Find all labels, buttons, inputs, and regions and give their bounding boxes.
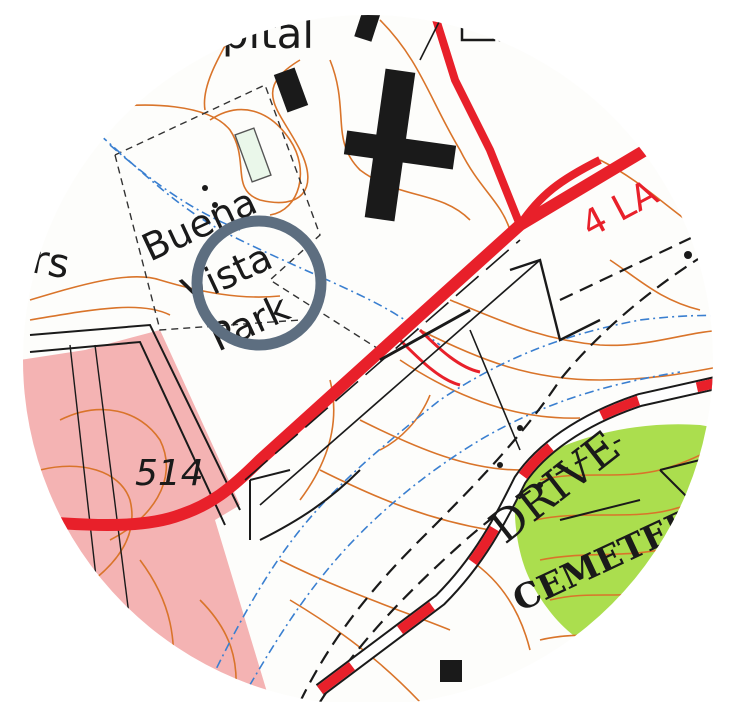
building-dot [537, 482, 543, 488]
stream-lines [99, 134, 713, 703]
hospital-building-cross-horizontal [343, 130, 457, 170]
highway [23, 15, 713, 540]
building-dot [497, 462, 503, 468]
route-number-label: 514 [135, 453, 204, 494]
building-dot [517, 425, 523, 431]
park-boundary [114, 84, 381, 351]
building-dot [684, 251, 692, 259]
location-ring-marker[interactable] [191, 215, 327, 351]
hospital-label: spital [200, 9, 314, 58]
building-block [273, 67, 309, 113]
building-dot [212, 202, 218, 208]
building-block [354, 15, 384, 42]
building-dot [202, 185, 208, 191]
left-edge-label: rs [28, 237, 73, 289]
building-block [440, 660, 462, 682]
park-shelter [234, 127, 272, 183]
buildings[interactable] [202, 0, 692, 682]
